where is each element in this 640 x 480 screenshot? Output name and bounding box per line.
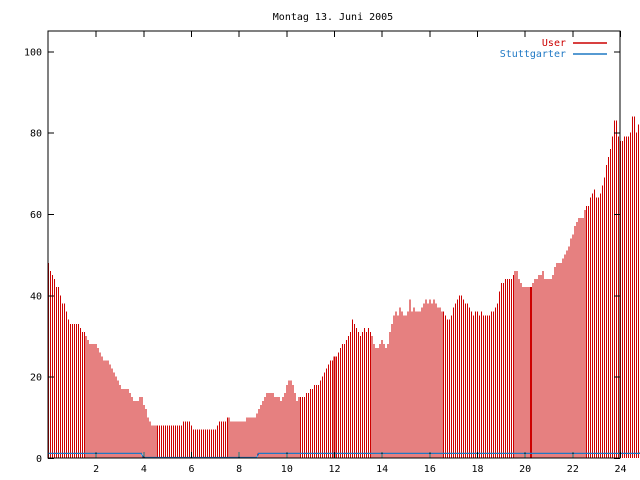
x-tick-label: 2 — [93, 464, 99, 475]
x-tick-label: 8 — [236, 464, 242, 475]
y-tick-label: 20 — [30, 373, 42, 384]
x-tick-label: 6 — [188, 464, 194, 475]
y-tick-label: 60 — [30, 210, 42, 221]
x-tick-label: 16 — [424, 464, 436, 475]
x-tick-label: 24 — [614, 464, 626, 475]
x-tick-label: 22 — [567, 464, 579, 475]
y-tick-label: 0 — [36, 454, 42, 465]
chart-title: Montag 13. Juni 2005 — [273, 12, 393, 23]
x-tick-label: 18 — [471, 464, 483, 475]
x-tick-label: 4 — [141, 464, 147, 475]
legend-label-user: User — [542, 38, 566, 49]
series-user-bars — [48, 116, 640, 458]
legend-label-stuttgarter: Stuttgarter — [500, 49, 566, 60]
x-axis: 2 4 6 8 10 12 14 16 18 20 22 24 — [93, 31, 627, 475]
y-tick-label: 40 — [30, 291, 42, 302]
x-tick-label: 14 — [376, 464, 388, 475]
y-axis: 0 20 40 60 80 100 — [24, 47, 620, 465]
legend: User Stuttgarter — [500, 38, 607, 60]
highlight-bars — [333, 287, 533, 458]
x-tick-label: 12 — [328, 464, 340, 475]
x-tick-label: 10 — [281, 464, 293, 475]
y-tick-label: 100 — [24, 47, 42, 58]
y-tick-label: 80 — [30, 129, 42, 140]
x-tick-label: 20 — [519, 464, 531, 475]
